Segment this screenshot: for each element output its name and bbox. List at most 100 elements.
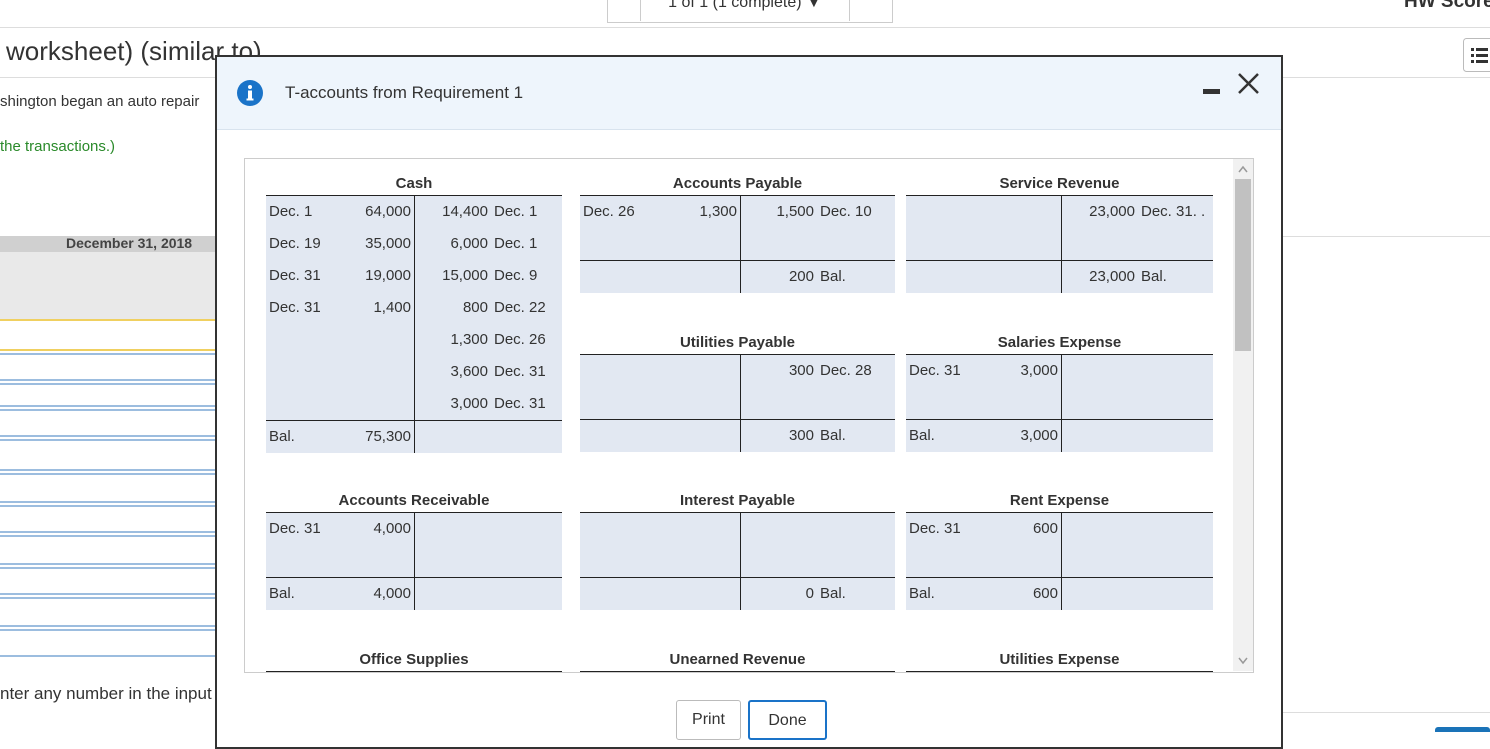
debit-amount: 3,000 bbox=[1020, 420, 1058, 452]
credit-date: Dec. 31 bbox=[494, 388, 546, 420]
credit-amount: 14,400 bbox=[414, 196, 488, 228]
account-title: Accounts Payable bbox=[580, 173, 895, 196]
credit-amount: 200 bbox=[740, 261, 814, 293]
credit-date: Bal. bbox=[820, 420, 846, 452]
account-title: Cash bbox=[266, 173, 562, 196]
debit-cell bbox=[580, 420, 740, 452]
account-title: Service Revenue bbox=[906, 173, 1213, 196]
entry-row bbox=[580, 228, 895, 260]
debit-cell bbox=[266, 324, 414, 356]
close[interactable] bbox=[1239, 74, 1258, 93]
debit-cell bbox=[580, 545, 740, 577]
credit-cell bbox=[740, 672, 895, 673]
print-button[interactable]: Print bbox=[676, 700, 741, 740]
credit-cell bbox=[414, 421, 562, 453]
info-icon bbox=[236, 79, 264, 107]
rule bbox=[1282, 712, 1490, 713]
credit-cell bbox=[740, 513, 895, 545]
entry-row bbox=[580, 672, 895, 673]
credit-amount: 1,300 bbox=[414, 324, 488, 356]
date-header: December 31, 2018 bbox=[0, 236, 215, 252]
debit-cell bbox=[906, 261, 1061, 293]
account-title: Utilities Expense bbox=[906, 649, 1213, 672]
credit-cell bbox=[414, 545, 562, 577]
menu-icon[interactable] bbox=[1463, 38, 1490, 72]
debit-amount: 4,000 bbox=[373, 578, 411, 610]
entry-row bbox=[906, 672, 1213, 673]
debit-cell bbox=[906, 672, 1061, 673]
debit-cell bbox=[906, 545, 1061, 577]
debit-date: Dec. 31 bbox=[909, 355, 961, 387]
minimize[interactable] bbox=[1203, 89, 1220, 94]
debit-amount: 19,000 bbox=[365, 260, 411, 292]
debit-amount: 600 bbox=[1033, 513, 1058, 545]
credit-cell bbox=[1061, 387, 1213, 419]
rule bbox=[0, 77, 215, 78]
account-title: Rent Expense bbox=[906, 490, 1213, 513]
account-title: Unearned Revenue bbox=[580, 649, 895, 672]
debit-date: Dec. 31 bbox=[269, 260, 321, 292]
entry-row: Dec. 31 3,000 bbox=[906, 355, 1213, 387]
window-controls[interactable] bbox=[1200, 70, 1266, 100]
rule bbox=[1282, 77, 1490, 78]
balance-row: Bal.75,300 bbox=[266, 420, 562, 453]
credit-amount: 6,000 bbox=[414, 228, 488, 260]
pagination[interactable]: 1 of 1 (1 complete) ▼ bbox=[640, 0, 850, 21]
entry-row bbox=[906, 387, 1213, 419]
credit-date: Dec. 22 bbox=[494, 292, 546, 324]
credit-date: Dec. 1 bbox=[494, 196, 537, 228]
input-row bbox=[0, 319, 215, 351]
done-button[interactable]: Done bbox=[748, 700, 827, 740]
rule bbox=[1282, 236, 1490, 237]
debit-amount: 75,300 bbox=[365, 421, 411, 453]
credit-date: Dec. 10 bbox=[820, 196, 872, 228]
debit-cell bbox=[580, 513, 740, 545]
credit-date: Bal. bbox=[1141, 261, 1167, 293]
credit-date: Dec. 28 bbox=[820, 355, 872, 387]
intro: shington began an auto repair bbox=[0, 93, 199, 110]
debit-cell bbox=[906, 196, 1061, 228]
credit-date: Bal. bbox=[820, 578, 846, 610]
credit-date: Dec. 26 bbox=[494, 324, 546, 356]
debit-cell bbox=[580, 672, 740, 673]
account-title: Utilities Payable bbox=[580, 332, 895, 355]
credit-cell bbox=[1061, 355, 1213, 387]
debit-amount: 3,000 bbox=[1020, 355, 1058, 387]
scrollbar[interactable] bbox=[1233, 159, 1253, 671]
credit-cell bbox=[1061, 578, 1213, 610]
top-rule bbox=[0, 27, 1490, 28]
balance-row: Bal.4,000 bbox=[266, 577, 562, 610]
credit-amount: 23,000 bbox=[1061, 261, 1135, 293]
debit-cell bbox=[906, 228, 1061, 260]
account-title: Salaries Expense bbox=[906, 332, 1213, 355]
account-title: Interest Payable bbox=[580, 490, 895, 513]
credit-cell bbox=[1061, 672, 1213, 673]
debit-cell bbox=[266, 545, 414, 577]
debit-amount: 4,000 bbox=[373, 513, 411, 545]
entry-row bbox=[580, 387, 895, 419]
credit-date: Dec. 31 bbox=[494, 356, 546, 388]
credit-amount: 23,000 bbox=[1061, 196, 1135, 228]
credit-cell bbox=[1061, 420, 1213, 452]
debit-amount: 64,000 bbox=[365, 196, 411, 228]
debit-cell bbox=[580, 355, 740, 387]
entry-row bbox=[906, 545, 1213, 577]
score: HW Score bbox=[1404, 0, 1490, 12]
credit-date: Bal. bbox=[820, 261, 846, 293]
credit-amount: 300 bbox=[740, 420, 814, 452]
credit-cell bbox=[740, 228, 895, 260]
debit-cell bbox=[906, 387, 1061, 419]
